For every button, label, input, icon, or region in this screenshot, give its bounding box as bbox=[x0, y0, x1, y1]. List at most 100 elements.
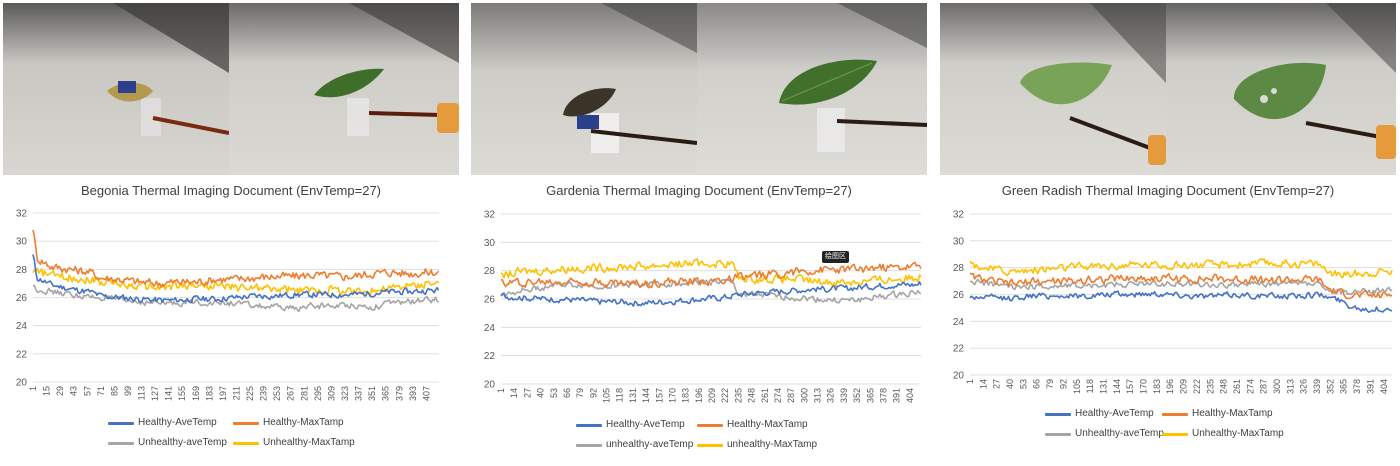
y-tick-label: 30 bbox=[484, 238, 496, 249]
x-tick-label: 274 bbox=[1245, 379, 1255, 394]
x-tick-label: 404 bbox=[1379, 379, 1389, 394]
y-tick-label: 32 bbox=[484, 210, 496, 221]
y-tick-label: 22 bbox=[484, 351, 496, 362]
x-tick-label: 14 bbox=[509, 388, 519, 398]
x-tick-label: 131 bbox=[628, 388, 638, 403]
x-tick-label: 53 bbox=[1018, 379, 1028, 389]
legend-swatch bbox=[233, 422, 259, 425]
y-tick-label: 28 bbox=[953, 263, 965, 274]
x-tick-label: 40 bbox=[1005, 379, 1015, 389]
x-tick-label: 144 bbox=[641, 388, 651, 403]
x-tick-label: 235 bbox=[1205, 379, 1215, 394]
x-tick-label: 248 bbox=[747, 388, 757, 403]
legend-swatch bbox=[1162, 433, 1188, 436]
legend-swatch bbox=[576, 444, 602, 447]
legend-label: Healthy-AveTemp bbox=[138, 417, 217, 428]
x-tick-label: 157 bbox=[1125, 379, 1135, 394]
gardenia-unhealthy-photo bbox=[471, 3, 697, 175]
x-tick-label: 53 bbox=[549, 388, 559, 398]
series-line-unhealthy-maxtamp bbox=[969, 258, 1393, 279]
x-tick-label: 197 bbox=[218, 386, 228, 401]
begonia-panel: Begonia Thermal Imaging Document (EnvTem… bbox=[3, 0, 459, 466]
series-line-unhealthy-avetemp bbox=[969, 278, 1393, 296]
x-tick-label: 225 bbox=[245, 386, 255, 401]
legend-swatch bbox=[697, 424, 723, 427]
y-tick-label: 28 bbox=[484, 266, 496, 277]
legend-label: Unhealthy-MaxTamp bbox=[1192, 428, 1284, 439]
begonia-unhealthy-photo bbox=[3, 3, 229, 175]
x-tick-label: 1 bbox=[496, 388, 506, 393]
x-tick-label: 57 bbox=[82, 386, 92, 396]
legend-label: Healthy-MaxTamp bbox=[1192, 408, 1273, 419]
series-line-unhealthy-avetemp bbox=[32, 284, 440, 313]
y-tick-label: 26 bbox=[16, 293, 28, 304]
y-tick-label: 20 bbox=[953, 371, 965, 382]
x-tick-label: 85 bbox=[109, 386, 119, 396]
x-tick-label: 287 bbox=[1259, 379, 1269, 394]
x-tick-label: 183 bbox=[204, 386, 214, 401]
x-tick-label: 313 bbox=[813, 388, 823, 403]
x-tick-label: 295 bbox=[313, 386, 323, 401]
x-tick-label: 1 bbox=[28, 386, 38, 391]
x-tick-label: 157 bbox=[654, 388, 664, 403]
green-radish-photos bbox=[940, 3, 1396, 175]
x-tick-label: 14 bbox=[978, 379, 988, 389]
x-tick-label: 352 bbox=[852, 388, 862, 403]
begonia-plot-area: 20 22 24 26 28 30 32 1 15 29 43 57 71 85 99 113 127 141 15… bbox=[16, 209, 440, 401]
x-tick-label: 261 bbox=[1232, 379, 1242, 394]
x-tick-label: 339 bbox=[839, 388, 849, 403]
x-tick-label: 337 bbox=[354, 386, 364, 401]
x-tick-label: 407 bbox=[421, 386, 431, 401]
legend-label: Healthy-MaxTamp bbox=[727, 419, 808, 430]
legend-swatch bbox=[108, 442, 134, 445]
y-tick-label: 20 bbox=[16, 378, 28, 389]
y-tick-label: 26 bbox=[484, 295, 496, 306]
x-tick-label: 393 bbox=[408, 386, 418, 401]
x-tick-label: 71 bbox=[96, 386, 106, 396]
x-tick-label: 113 bbox=[137, 386, 147, 400]
series-line-healthy-maxtamp bbox=[32, 229, 440, 288]
green-radish-plot-area: 20 22 24 26 28 30 32 1 14 27 40 53 66 79 92 105 118 131 14… bbox=[953, 210, 1393, 394]
gardenia-healthy-photo bbox=[697, 3, 927, 175]
x-tick-label: 170 bbox=[667, 388, 677, 403]
x-tick-label: 105 bbox=[602, 388, 612, 403]
x-tick-label: 274 bbox=[773, 388, 783, 403]
x-tick-label: 183 bbox=[681, 388, 691, 403]
x-tick-label: 261 bbox=[760, 388, 770, 403]
x-tick-label: 15 bbox=[42, 386, 52, 396]
legend-label: unhealthy-aveTemp bbox=[606, 439, 694, 450]
chart-title: Green Radish Thermal Imaging Document (E… bbox=[1001, 183, 1335, 198]
series-line-healthy-maxtamp bbox=[500, 261, 922, 289]
x-tick-label: 352 bbox=[1325, 379, 1335, 394]
x-tick-label: 155 bbox=[177, 386, 187, 401]
begonia-photos bbox=[3, 3, 459, 175]
x-tick-label: 253 bbox=[272, 386, 282, 401]
x-tick-label: 211 bbox=[231, 386, 241, 400]
gardenia-panel: Gardenia Thermal Imaging Document (EnvTe… bbox=[471, 0, 927, 466]
x-tick-label: 235 bbox=[733, 388, 743, 403]
x-tick-label: 209 bbox=[1179, 379, 1189, 394]
x-tick-label: 196 bbox=[694, 388, 704, 403]
legend-label: Healthy-MaxTamp bbox=[263, 417, 344, 428]
gardenia-plot-area: 20 22 24 26 28 30 32 1 14 27 40 53 66 79 92 105 118 131 14… bbox=[484, 210, 922, 403]
x-tick-label: 92 bbox=[1058, 379, 1068, 389]
x-tick-label: 141 bbox=[164, 386, 174, 401]
x-tick-label: 222 bbox=[1192, 379, 1202, 394]
x-tick-label: 118 bbox=[1085, 379, 1095, 393]
green-radish-healthy-photo bbox=[940, 3, 1166, 175]
x-tick-label: 287 bbox=[786, 388, 796, 403]
x-tick-label: 79 bbox=[575, 388, 585, 398]
y-tick-label: 32 bbox=[16, 209, 28, 220]
series-line-healthy-maxtamp bbox=[969, 272, 1393, 300]
x-tick-label: 170 bbox=[1139, 379, 1149, 394]
y-tick-label: 26 bbox=[953, 290, 965, 301]
x-tick-label: 326 bbox=[1299, 379, 1309, 394]
y-tick-label: 32 bbox=[953, 210, 965, 221]
x-tick-label: 127 bbox=[150, 386, 160, 401]
gardenia-photos bbox=[471, 3, 927, 175]
x-tick-label: 1 bbox=[965, 379, 975, 384]
x-tick-label: 118 bbox=[615, 388, 625, 402]
x-tick-label: 378 bbox=[1352, 379, 1362, 394]
y-tick-label: 22 bbox=[16, 349, 28, 360]
series-line-unhealthy-avetemp bbox=[500, 278, 922, 304]
